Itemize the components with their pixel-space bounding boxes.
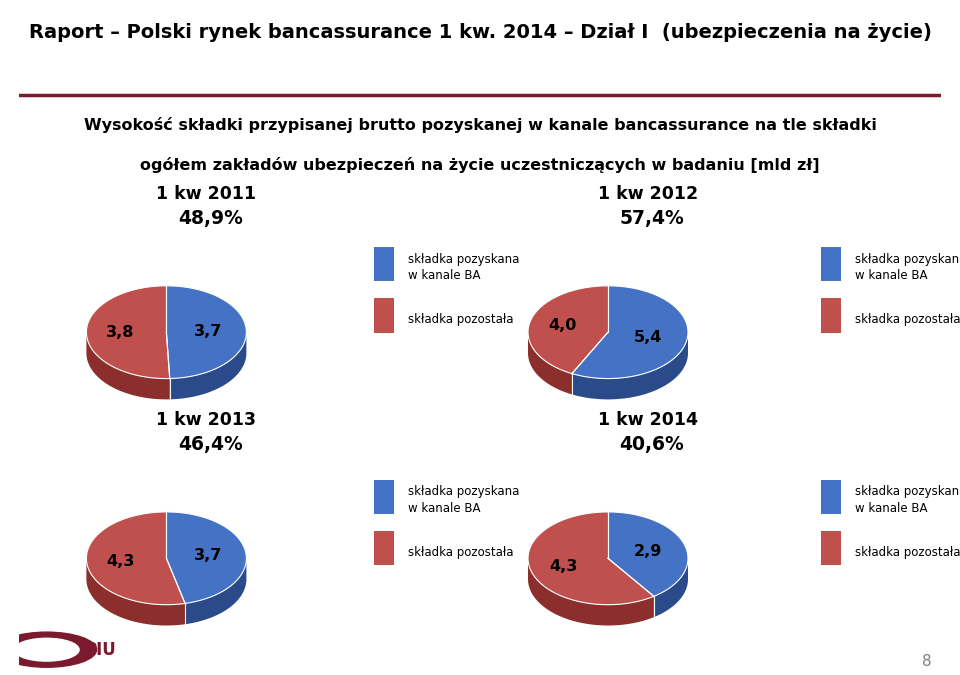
Polygon shape [528,559,654,626]
Polygon shape [86,512,185,605]
FancyBboxPatch shape [374,298,395,333]
Polygon shape [170,332,247,400]
Text: składka pozostała: składka pozostała [408,545,514,559]
Text: składka pozyskana
w kanale BA: składka pozyskana w kanale BA [854,252,960,282]
Polygon shape [86,286,170,379]
Text: składka pozostała: składka pozostała [408,313,514,326]
FancyBboxPatch shape [821,531,841,566]
Text: 3,8: 3,8 [106,325,134,340]
Text: składka pozyskana
w kanale BA: składka pozyskana w kanale BA [408,485,519,515]
Polygon shape [654,558,688,617]
FancyBboxPatch shape [374,480,395,514]
Polygon shape [572,286,688,379]
Text: Raport – Polski rynek bancassurance 1 kw. 2014 – Dział I  (ubezpieczenia na życi: Raport – Polski rynek bancassurance 1 kw… [29,23,931,42]
Title: 1 kw 2013: 1 kw 2013 [156,411,256,429]
Polygon shape [528,286,608,373]
FancyBboxPatch shape [821,247,841,281]
Polygon shape [166,512,247,603]
Text: składka pozyskana
w kanale BA: składka pozyskana w kanale BA [854,485,960,515]
Text: 4,3: 4,3 [107,554,134,569]
Polygon shape [608,512,688,596]
Polygon shape [86,332,170,400]
Text: 3,7: 3,7 [194,548,222,563]
Title: 1 kw 2011: 1 kw 2011 [156,185,256,202]
Polygon shape [185,558,247,624]
Circle shape [14,639,79,661]
Text: 8: 8 [922,654,931,669]
Text: 5,4: 5,4 [635,330,662,346]
Text: składka pozostała: składka pozostała [854,545,960,559]
FancyBboxPatch shape [374,247,395,281]
Polygon shape [528,512,654,605]
Text: ogółem zakładów ubezpieczeń na życie uczestniczących w badaniu [mld zł]: ogółem zakładów ubezpieczeń na życie ucz… [140,157,820,173]
Text: składka pozostała: składka pozostała [854,313,960,326]
FancyBboxPatch shape [821,480,841,514]
Text: 2,9: 2,9 [634,543,661,558]
Text: 3,7: 3,7 [194,324,222,339]
Text: 48,9%: 48,9% [178,209,243,228]
Text: 4,3: 4,3 [549,559,578,574]
Polygon shape [166,286,247,379]
Title: 1 kw 2014: 1 kw 2014 [598,411,698,429]
Text: PIU: PIU [84,641,116,659]
Text: składka pozyskana
w kanale BA: składka pozyskana w kanale BA [408,252,519,282]
Text: Wysokość składki przypisanej brutto pozyskanej w kanale bancassurance na tle skł: Wysokość składki przypisanej brutto pozy… [84,117,876,133]
FancyBboxPatch shape [821,298,841,333]
Polygon shape [528,332,572,394]
Circle shape [0,632,97,667]
FancyBboxPatch shape [374,531,395,566]
Text: 46,4%: 46,4% [178,435,243,454]
Title: 1 kw 2012: 1 kw 2012 [598,185,698,202]
Text: 4,0: 4,0 [549,319,577,333]
Polygon shape [572,332,688,400]
Text: 40,6%: 40,6% [619,435,684,454]
Text: 57,4%: 57,4% [619,209,684,228]
Polygon shape [86,558,185,626]
